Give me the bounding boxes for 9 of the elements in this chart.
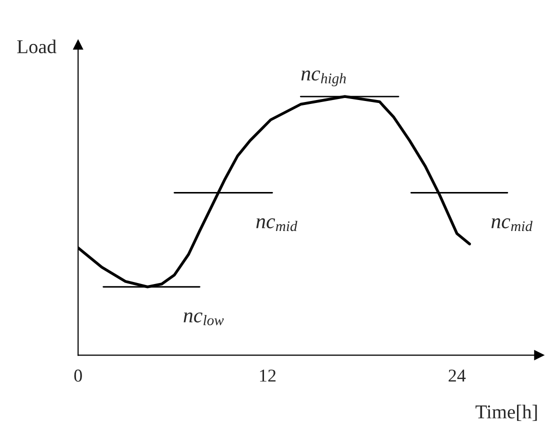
x-tick-label: 12 bbox=[260, 370, 276, 382]
x-tick-label: 0 bbox=[74, 370, 82, 382]
x-axis-title: Time[h] bbox=[476, 404, 537, 421]
annotation: nc$_{mid}$ bbox=[256, 218, 298, 232]
annotation: nc$_{high}$ bbox=[301, 70, 346, 86]
y-axis-title: Load bbox=[17, 40, 56, 54]
x-tick-label: 24 bbox=[448, 370, 466, 382]
annotation: nc$_{mid}$ bbox=[492, 218, 533, 232]
annotation: nc$_{low}$ bbox=[184, 312, 224, 326]
